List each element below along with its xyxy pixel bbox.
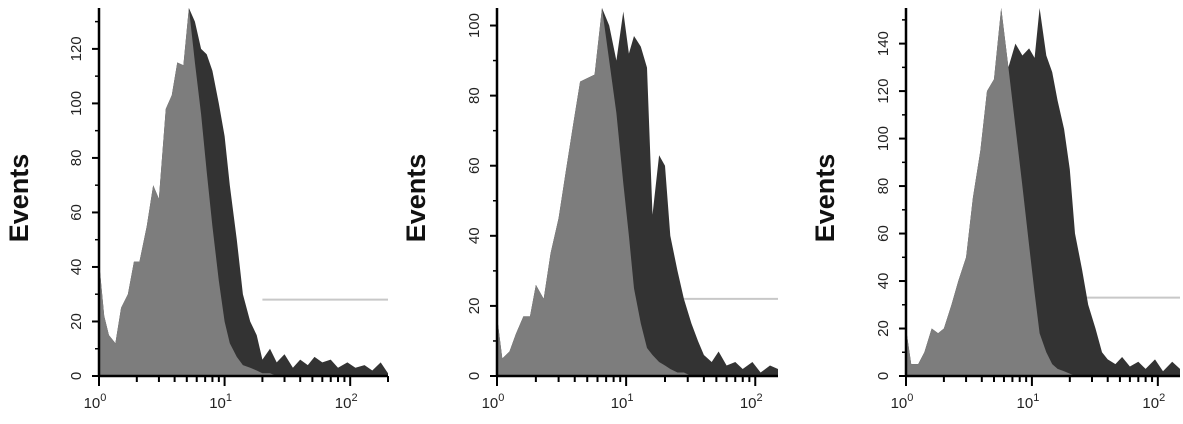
y-tick-label: 80	[68, 150, 85, 167]
x-tick-label: 102	[335, 392, 358, 412]
y-axis-label: Events	[4, 154, 34, 243]
y-tick-label: 40	[466, 227, 483, 244]
x-tick-label: 101	[611, 392, 634, 412]
y-tick-label: 40	[68, 259, 85, 276]
y-tick-label: 0	[68, 372, 85, 380]
y-tick-label: 20	[875, 320, 892, 337]
chart-panel-1: 0 20 40 60 80 100 120 100 101 102 Events	[4, 8, 389, 412]
histogram-area-front	[99, 8, 388, 376]
y-tick-label: 40	[875, 273, 892, 290]
y-tick-label: 120	[68, 36, 85, 61]
x-tick-label: 100	[891, 392, 914, 412]
x-tick-label: 101	[209, 392, 232, 412]
histogram-area-front	[906, 8, 1180, 376]
x-tick-label: 100	[84, 392, 107, 412]
x-tick-label: 102	[1142, 392, 1165, 412]
y-tick-label: 100	[68, 91, 85, 116]
y-tick-label: 80	[875, 178, 892, 195]
y-tick-label: 60	[875, 225, 892, 242]
y-tick-label: 20	[466, 298, 483, 315]
y-axis-label: Events	[810, 154, 840, 243]
x-tick-label: 101	[1017, 392, 1040, 412]
chart-panel-2: 0 20 40 60 80 100 100 101 102 Events	[401, 8, 778, 412]
x-tick-label: 102	[740, 392, 763, 412]
y-tick-label: 100	[466, 13, 483, 38]
chart-panel-3: 0 20 40 60 80 100 120 140 100 101 102 Events	[810, 8, 1180, 412]
y-tick-label: 100	[875, 126, 892, 151]
y-tick-label: 20	[68, 313, 85, 330]
histogram-area-front	[497, 8, 778, 376]
y-axis-label: Events	[401, 154, 431, 243]
y-tick-label: 60	[68, 204, 85, 221]
y-tick-label: 80	[466, 87, 483, 104]
y-tick-label: 60	[466, 157, 483, 174]
y-tick-label: 0	[875, 372, 892, 380]
y-tick-label: 0	[466, 372, 483, 380]
y-tick-label: 120	[875, 79, 892, 104]
y-tick-label: 140	[875, 31, 892, 56]
x-tick-label: 100	[482, 392, 505, 412]
